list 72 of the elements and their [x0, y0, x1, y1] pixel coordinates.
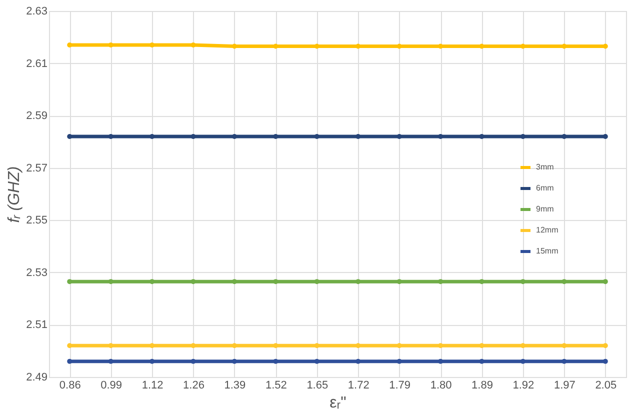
x-tick-label: 1.89 [472, 380, 493, 392]
point [562, 358, 567, 364]
point [67, 134, 72, 139]
x-tick-label: 0.86 [59, 380, 81, 392]
x-tick-label: 1.97 [554, 380, 576, 392]
point [396, 343, 402, 348]
x-tick-label: 1.80 [430, 380, 452, 392]
x-axis-title: εᵣ" [330, 394, 346, 412]
point [190, 42, 196, 48]
legend-label: 3mm [536, 162, 554, 172]
y-tick-label: 2.57 [26, 162, 48, 174]
point [356, 358, 361, 364]
point [108, 343, 114, 348]
y-tick-label: 2.49 [26, 372, 48, 384]
point [396, 134, 402, 139]
y-tick-label: 2.55 [26, 214, 48, 227]
y-tick-label: 2.53 [26, 266, 48, 279]
point [479, 279, 484, 284]
point [479, 358, 484, 364]
legend-label: 15mm [536, 246, 559, 256]
point [562, 134, 567, 139]
point [314, 134, 320, 139]
point [602, 358, 608, 364]
point [479, 134, 484, 139]
y-tick-label: 2.51 [26, 319, 48, 332]
point [273, 134, 278, 139]
x-tick-label: 1.92 [512, 380, 534, 392]
point [108, 358, 114, 364]
point [67, 279, 72, 284]
point [314, 358, 320, 364]
y-axis-title: fᵣ (GHZ) [6, 166, 24, 223]
x-tick-label: 1.79 [389, 380, 411, 392]
point [602, 134, 608, 139]
legend-label: 6mm [536, 184, 554, 192]
x-tick-label: 1.12 [142, 380, 164, 392]
point [67, 42, 72, 48]
point [562, 279, 567, 284]
point [190, 358, 196, 364]
point [108, 279, 114, 284]
y-tick-label: 2.61 [26, 58, 48, 70]
x-tick-label: 1.52 [265, 380, 287, 392]
x-tick-label: 1.65 [306, 380, 328, 392]
point [67, 358, 72, 364]
y-tick-label: 2.63 [26, 6, 48, 18]
legend-label: 9mm [536, 204, 554, 214]
x-tick-label: 1.72 [348, 380, 370, 392]
point [273, 358, 278, 364]
legend-label: 12mm [536, 226, 559, 234]
x-tick-label: 1.26 [183, 380, 204, 392]
point [479, 343, 484, 348]
point [520, 279, 526, 284]
point [108, 134, 114, 139]
point [356, 279, 361, 284]
point [562, 343, 567, 348]
point [273, 343, 278, 348]
point [314, 279, 320, 284]
point [190, 134, 196, 139]
point [232, 279, 237, 284]
point [190, 343, 196, 348]
y-tick-label: 2.59 [26, 110, 48, 122]
point [273, 279, 278, 284]
point [356, 134, 361, 139]
point [438, 279, 444, 284]
point [190, 279, 196, 284]
point [602, 279, 608, 284]
point [150, 279, 155, 284]
point [396, 358, 402, 364]
x-tick-label: 1.39 [224, 380, 246, 392]
point [396, 279, 402, 284]
x-tick-label: 2.05 [595, 380, 617, 392]
point [108, 42, 114, 48]
x-tick-label: 0.99 [100, 380, 122, 392]
